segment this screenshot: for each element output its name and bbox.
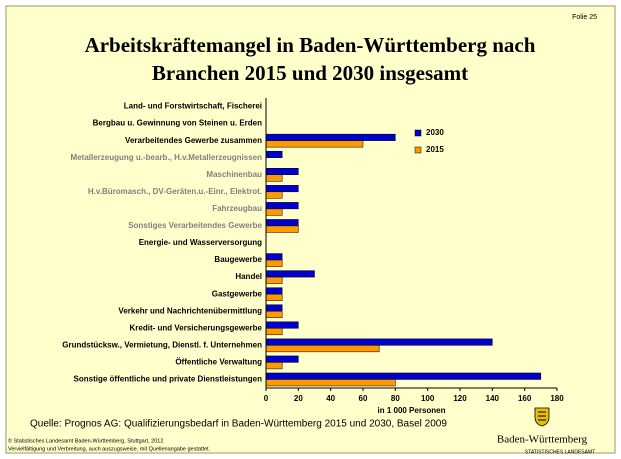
bar [265,310,283,318]
x-tick-label: 60 [359,394,368,403]
category-label: Handel [235,272,262,281]
logo-shield [534,407,550,427]
category-label: H.v.Büromasch., DV-Geräten.u.-Einr., Ele… [88,187,262,196]
bar [265,133,396,141]
logo-subtitle: STATISTISCHES LANDESAMT [525,449,595,455]
bar [265,321,299,329]
bar [265,328,283,336]
x-tick-label: 80 [391,394,400,403]
category-label: Land- und Forstwirtschaft, Fischerei [124,102,262,111]
x-tick-label: 100 [421,394,435,403]
category-label: Verarbeitendes Gewerbe zusammen [125,136,262,145]
legend-swatch [414,146,422,154]
bar [265,191,283,199]
bar [265,253,283,261]
bar [265,140,364,148]
category-label: Fahrzeugbau [212,204,262,213]
category-label: Kredit- und Versicherungsgewerbe [130,323,263,332]
logo-title: Baden-Württemberg [497,434,588,446]
legend-label: 2015 [426,145,444,154]
category-label: Metallerzeugung u.-bearb., H.v.Metallerz… [71,153,263,162]
category-label: Sonstiges Verarbeitendes Gewerbe [128,221,262,230]
bar [265,372,542,380]
bar [265,287,283,295]
bar [265,259,283,267]
bar [265,185,299,193]
bar [265,338,493,346]
copyright: © Statistisches Landesamt Baden-Württemb… [8,437,163,444]
category-label: Energie- und Wasserversorgung [139,238,262,247]
bar [265,362,283,370]
category-label: Verkehr und Nachrichtenübermittlung [118,306,262,315]
bar [265,208,283,216]
category-label: Sonstige öffentliche und private Dienstl… [74,375,263,384]
bar [265,202,299,210]
x-tick-label: 180 [550,394,564,403]
bar [265,345,380,353]
legend-swatch [414,129,422,137]
category-label: Öffentliche Verwaltung [175,358,262,367]
x-tick-label: 160 [518,394,532,403]
logo-lions [538,411,546,421]
title-line: Arbeitskräftemangel in Baden-Württemberg… [85,33,536,57]
copyright: Vervielfältigung und Verbreitung, auch a… [8,446,211,452]
bar [265,150,283,158]
x-tick-label: 140 [486,394,500,403]
source: Quelle: Prognos AG: Qualifizierungsbedar… [30,419,447,430]
bar [265,276,283,284]
x-tick-label: 120 [453,394,467,403]
bar [265,168,299,176]
x-tick-label: 40 [326,394,335,403]
bar [265,355,299,363]
bar [265,304,283,312]
x-tick-label: 0 [264,394,269,403]
category-label: Gastgewerbe [212,289,263,298]
bar [265,174,283,182]
category-label: Bergbau u. Gewinnung von Steinen u. Erde… [93,119,262,128]
x-axis-label: in 1 000 Personen [377,406,445,415]
title-line: Branchen 2015 und 2030 insgesamt [152,61,468,85]
bar [265,219,299,227]
bar [265,379,396,387]
bar [265,270,315,278]
bar [265,225,299,233]
bar [265,293,283,301]
folio: Folie 25 [572,14,597,21]
category-label: Grundstücksw., Vermietung, Dienstl. f. U… [62,340,262,349]
legend-label: 2030 [426,128,444,137]
category-label: Baugewerbe [214,255,262,264]
category-label: Maschinenbau [206,170,262,179]
x-tick-label: 20 [294,394,303,403]
